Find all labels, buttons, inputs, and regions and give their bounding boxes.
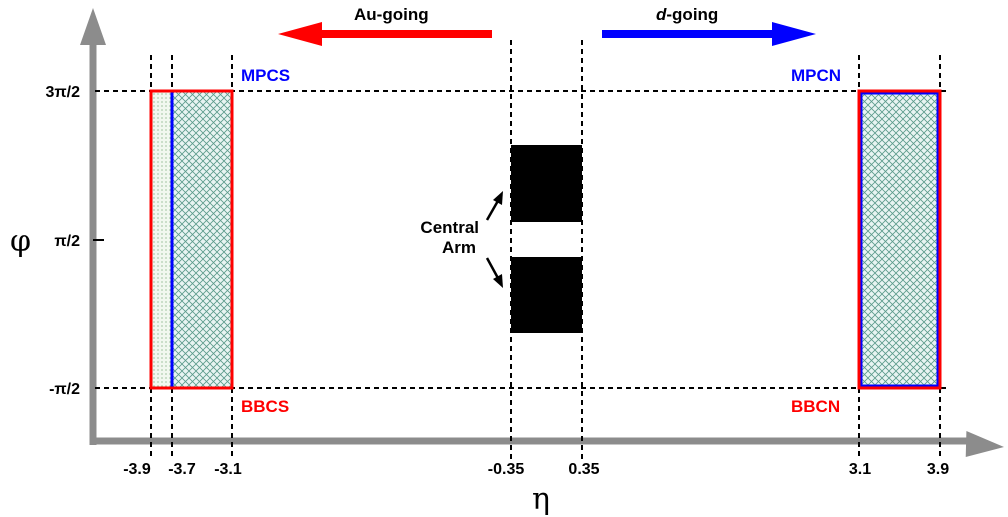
phi-axis-label: φ (10, 224, 31, 259)
x-tick-minus-3.9: -3.9 (123, 461, 151, 478)
mpcs-hatched-region (170, 89, 234, 390)
x-tick-3.1: 3.1 (849, 461, 871, 478)
bbcn-outline (857, 89, 942, 390)
x-tick-minus-3.7: -3.7 (168, 461, 196, 478)
bbcn-label: BBCN (791, 397, 840, 416)
y-axis (80, 8, 106, 445)
central-arm-label-line2: Arm (442, 238, 476, 257)
central-arm-pointer-upper (485, 191, 503, 221)
y-tick-3pi-2: 3π/2 (46, 84, 81, 101)
mpcn-label: MPCN (791, 66, 841, 85)
x-tick-0.35: 0.35 (568, 461, 599, 478)
bbcs-dotted-region (151, 91, 172, 388)
y-tick-minus-pi-2: -π/2 (49, 381, 80, 398)
bbcs-label: BBCS (241, 397, 289, 416)
au-going-label: Au-going (354, 5, 429, 24)
central-arm-label-line1: Central (420, 218, 479, 237)
y-tick-pi-2: π/2 (54, 233, 80, 250)
mpcs-label: MPCS (241, 66, 290, 85)
x-axis (90, 431, 1004, 458)
bbcs-outline (149, 89, 234, 390)
mpcn-hatched-region (859, 91, 940, 388)
d-going-label: d-going (656, 5, 718, 24)
d-going-arrow (602, 22, 816, 46)
x-tick-minus-3.1: -3.1 (214, 461, 242, 478)
central-arm-lower (511, 257, 582, 333)
x-tick-minus-0.35: -0.35 (488, 461, 525, 478)
eta-axis-label: η (532, 482, 550, 517)
au-going-arrow (278, 22, 492, 46)
central-arm-upper (511, 145, 582, 222)
central-arm-pointer-lower (485, 257, 503, 288)
x-tick-3.9: 3.9 (927, 461, 949, 478)
